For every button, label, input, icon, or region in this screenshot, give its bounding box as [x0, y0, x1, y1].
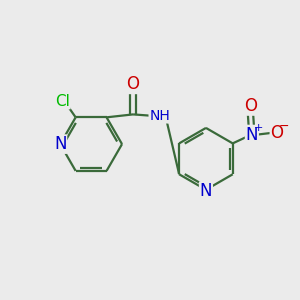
Text: Cl: Cl: [55, 94, 70, 109]
Text: O: O: [270, 124, 284, 142]
Text: −: −: [278, 120, 289, 133]
Text: N: N: [54, 135, 66, 153]
Text: N: N: [246, 125, 258, 143]
Text: NH: NH: [149, 109, 170, 123]
Text: N: N: [200, 182, 212, 200]
Text: +: +: [254, 123, 263, 133]
Text: O: O: [244, 97, 257, 115]
Text: O: O: [127, 75, 140, 93]
